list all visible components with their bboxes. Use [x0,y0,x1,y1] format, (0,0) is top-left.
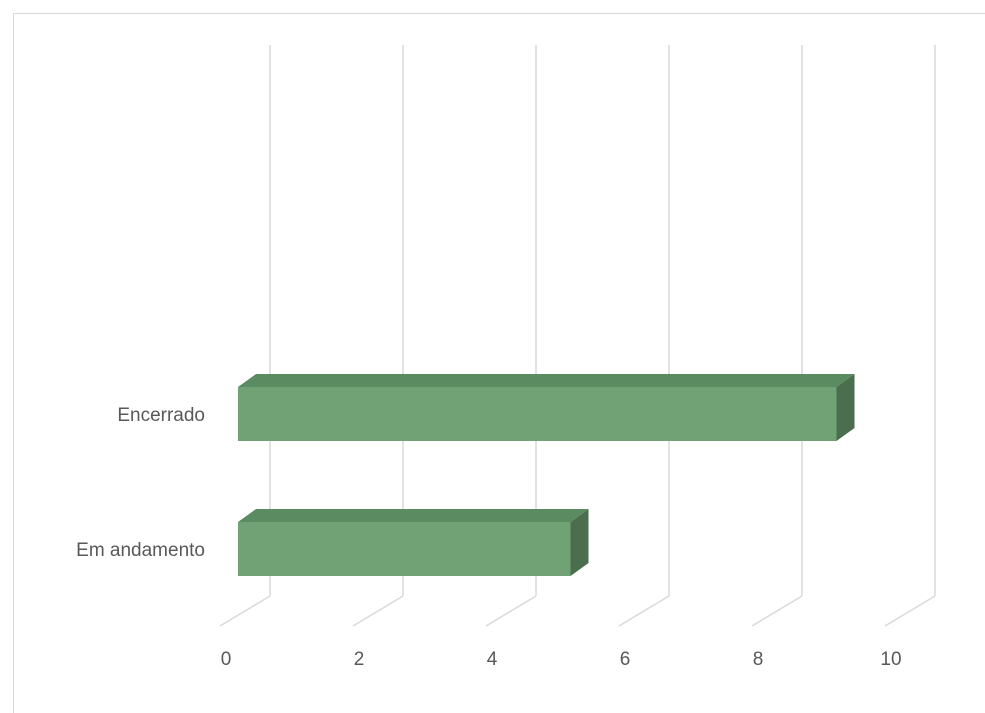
x-tick-label: 10 [880,649,901,670]
x-tick-label: 4 [487,649,498,670]
bar [238,374,855,441]
floor-gridline [752,596,802,626]
floor-gridline [619,596,669,626]
category-label: Encerrado [117,405,205,426]
x-tick-label: 8 [753,649,764,670]
x-tick-labels: 0 2 4 6 8 10 [221,649,902,670]
bar-top [238,509,589,522]
bar [238,509,589,576]
x-tick-label: 0 [221,649,232,670]
bar-front [238,387,837,441]
bars [238,374,855,576]
bar-top [238,374,855,387]
floor-gridline [353,596,403,626]
x-tick-label: 2 [354,649,365,670]
floor-gridline [486,596,536,626]
category-labels: Encerrado Em andamento [76,405,205,561]
bar-front [238,522,571,576]
bar-chart: Encerrado Em andamento 0 2 4 6 8 10 [0,0,985,684]
x-tick-label: 6 [620,649,631,670]
category-label: Em andamento [76,540,205,561]
floor-gridline [885,596,935,626]
floor-gridline [220,596,270,626]
